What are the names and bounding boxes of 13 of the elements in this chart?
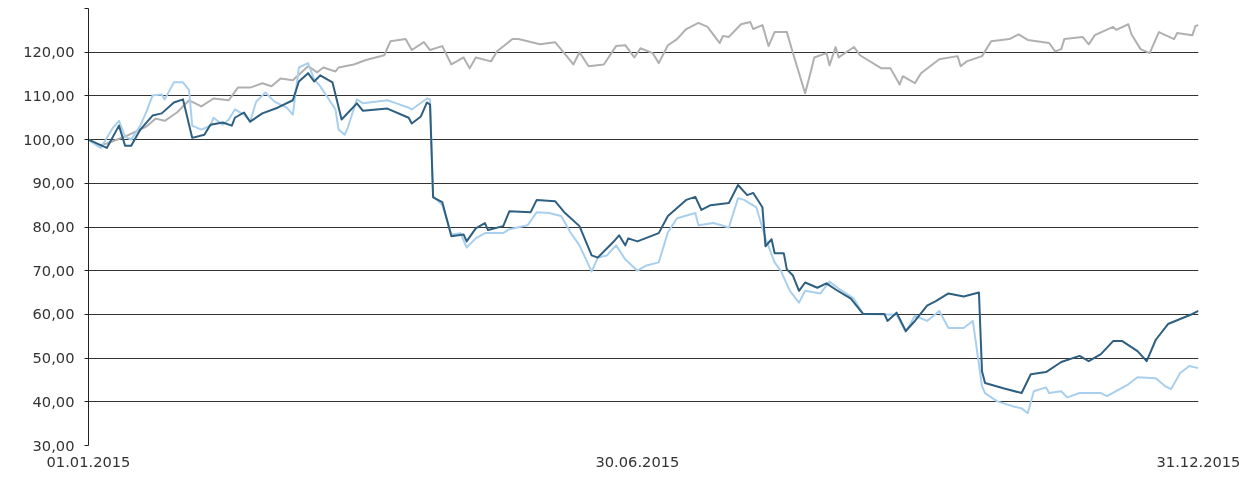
y-tick-label: 80,00 bbox=[32, 218, 75, 235]
y-tick-label: 60,00 bbox=[32, 305, 75, 323]
x-tick-label: 01.01.2015 bbox=[46, 452, 131, 470]
y-tick-label: 30,00 bbox=[32, 436, 75, 454]
y-tick-label: 50,00 bbox=[32, 349, 75, 367]
y-tick-label: 90,00 bbox=[32, 174, 75, 192]
y-tick-label: 100,00 bbox=[23, 130, 75, 148]
y-tick-label: 110,00 bbox=[23, 86, 75, 104]
y-tick-label: 40,00 bbox=[32, 392, 75, 410]
x-tick-label: 31.12.2015 bbox=[1156, 452, 1241, 470]
y-tick-label: 120,00 bbox=[23, 43, 75, 61]
y-tick-label: 70,00 bbox=[32, 261, 75, 279]
x-tick-label: 30.06.2015 bbox=[595, 452, 680, 470]
